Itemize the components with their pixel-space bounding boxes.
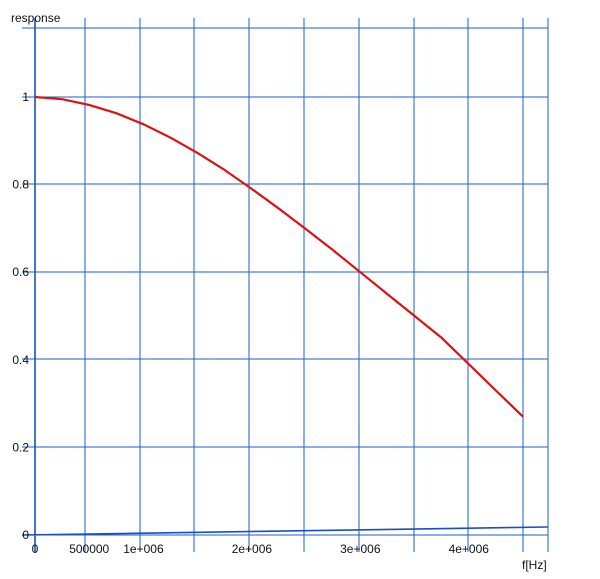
- x-tick-label: 2e+006: [232, 542, 273, 556]
- y-tick-label: 0: [22, 528, 29, 542]
- x-tick-label: 3e+006: [340, 542, 381, 556]
- y-tick-label: 0.4: [12, 353, 29, 367]
- y-tick-label: 0.2: [12, 440, 29, 454]
- y-axis-title: response: [11, 11, 61, 25]
- y-tick-label: 1: [22, 90, 29, 104]
- x-tick-label: 4e+006: [449, 542, 490, 556]
- x-axis-line: [21, 526, 549, 536]
- grid: [22, 18, 549, 552]
- x-tick-label: 1e+006: [123, 542, 164, 556]
- x-tick-label: 500000: [69, 542, 109, 556]
- axes: [21, 18, 549, 552]
- response-curve: [34, 95, 524, 418]
- y-tick-label: 0.8: [12, 178, 29, 192]
- y-tick-label: 0.6: [12, 265, 29, 279]
- x-axis-title: f[Hz]: [522, 558, 547, 572]
- x-tick-label: 0: [32, 542, 39, 556]
- plot-area: [34, 95, 524, 418]
- tick-labels: 0 0.2 0.4 0.6 0.8 1 0 500000 1e+006 2e+006 3e+006 4…: [12, 90, 489, 556]
